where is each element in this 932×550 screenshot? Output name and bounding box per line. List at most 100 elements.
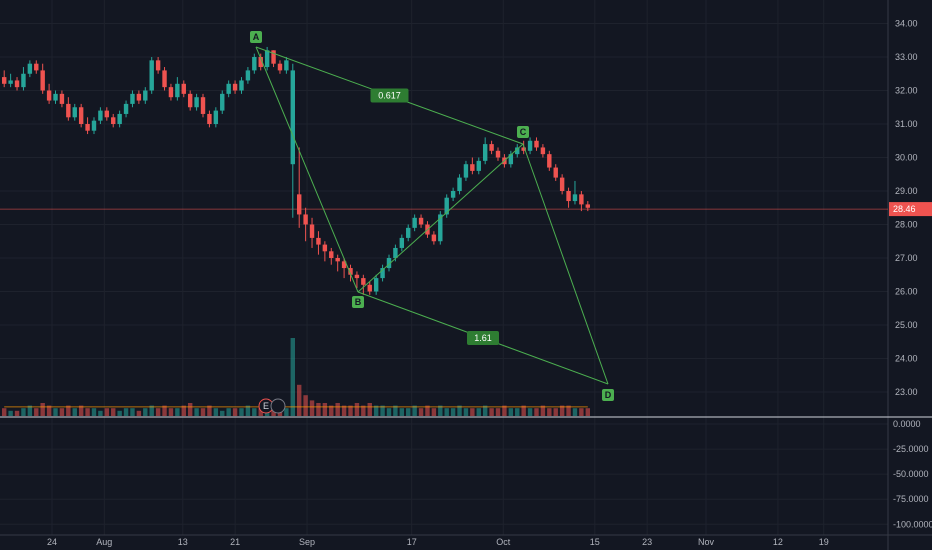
volume-bar (547, 408, 552, 416)
candle-body (290, 70, 295, 165)
candle-body (470, 164, 475, 171)
volume-bar (303, 395, 308, 416)
volume-bar (476, 408, 481, 416)
price-tick-label: 26.00 (895, 287, 918, 297)
volume-bar (187, 403, 193, 416)
candle-body (72, 107, 77, 118)
volume-bar (14, 410, 20, 416)
volume-bar (579, 408, 584, 416)
volume-bar (425, 405, 430, 416)
price-tick-label: 25.00 (895, 320, 918, 330)
candle-body (482, 144, 488, 161)
volume-bar (393, 405, 398, 416)
volume-bar (444, 408, 449, 416)
xabcd-pattern[interactable]: A B C D 0.617 1.61 (250, 31, 614, 401)
volume-bar (438, 405, 443, 416)
volume-bar (252, 408, 257, 416)
candle-body (457, 177, 462, 191)
candle-body (53, 93, 58, 101)
volume-bar (463, 408, 469, 416)
candle-body (143, 90, 148, 101)
volume-bar (104, 408, 110, 416)
volume-bar (130, 408, 135, 416)
candle-body (187, 93, 193, 108)
volume-bar (46, 405, 52, 416)
candle-body (450, 191, 456, 198)
volume-bar (34, 408, 39, 416)
candle-body (463, 164, 469, 178)
candle-body (329, 251, 334, 258)
volume-bar (111, 408, 116, 416)
volume-bar (572, 408, 578, 416)
pattern-leg-bc (357, 143, 524, 293)
candle-body (284, 60, 289, 71)
earnings-marker-secondary (270, 398, 286, 414)
volume-bar (194, 408, 199, 416)
candle-body (200, 97, 206, 114)
candle-body (495, 150, 501, 158)
volume-bar (220, 410, 225, 416)
price-axis[interactable]: 34.00 33.00 32.00 31.00 30.00 29.00 28.00 27.00… (889, 19, 932, 398)
candle-body (149, 60, 154, 91)
volume-bar (309, 400, 315, 416)
candle-body (91, 120, 97, 131)
volume-bar (566, 405, 571, 416)
volume-bar (367, 403, 372, 416)
volume-bar (290, 338, 295, 416)
volume-bar (585, 408, 590, 416)
volume-bar (540, 405, 546, 416)
volume-bar (136, 410, 142, 416)
candle-body (418, 217, 424, 225)
candle-body (2, 77, 7, 84)
volume-bar (534, 408, 539, 416)
volume-bar (40, 403, 45, 416)
volume-bar (21, 408, 26, 416)
candle-body (162, 70, 167, 88)
price-tick-label: 24.00 (895, 354, 918, 364)
volume-bar (508, 408, 514, 416)
price-tick-label: 23.00 (895, 387, 918, 397)
volume-bar (386, 408, 392, 416)
candle-body (239, 80, 244, 91)
volume-bar (155, 408, 161, 416)
last-price-label: 28.46 (893, 204, 916, 214)
volume-bar (431, 408, 437, 416)
time-axis[interactable]: 24 Aug 13 21 Sep 17 Oct 15 23 Nov 12 19 (47, 537, 829, 547)
candle-body (572, 194, 578, 202)
candle-body (399, 237, 405, 248)
candlesticks (2, 46, 590, 295)
volume-bar (258, 408, 263, 416)
volume-bar (406, 408, 411, 416)
candle-body (194, 97, 199, 108)
osc-tick-label: -75.0000 (893, 494, 929, 504)
candle-body (136, 93, 142, 101)
earnings-marker-label: E (263, 401, 269, 411)
candle-body (168, 87, 174, 98)
price-tick-label: 29.00 (895, 186, 918, 196)
candle-body (527, 140, 533, 151)
price-tick-label: 31.00 (895, 119, 918, 129)
candle-body (373, 278, 379, 292)
time-tick-label: Aug (96, 537, 112, 547)
candle-body (303, 214, 308, 225)
candle-body (386, 258, 392, 269)
candle-body (380, 268, 385, 279)
osc-tick-label: -25.0000 (893, 444, 929, 454)
time-tick-label: 21 (230, 537, 240, 547)
volume-bar (226, 408, 231, 416)
time-tick-label: 13 (178, 537, 188, 547)
volume-bar (53, 408, 58, 416)
pattern-point-c-box (517, 126, 529, 138)
volume-bar (521, 405, 526, 416)
candle-body (316, 237, 321, 245)
volume-bar (245, 405, 251, 416)
oscillator-axis[interactable]: 0.0000 -25.0000 -50.0000 -75.0000 -100.0000 (893, 419, 932, 529)
time-tick-label: 19 (819, 537, 829, 547)
candle-body (585, 204, 590, 208)
candle-body (123, 103, 129, 114)
candle-body (348, 268, 353, 275)
candle-body (226, 83, 231, 94)
